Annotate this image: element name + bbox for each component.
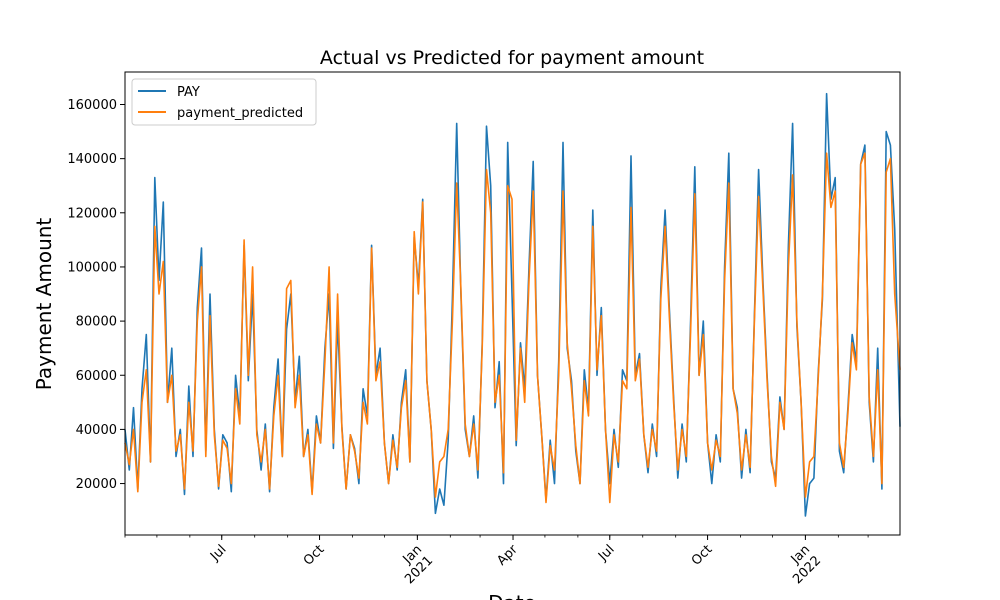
y-tick-label: 100000 xyxy=(67,260,117,275)
plot-frame xyxy=(124,71,901,536)
chart-title: Actual vs Predicted for payment amount xyxy=(320,47,704,69)
y-tick-label: 140000 xyxy=(67,152,117,167)
legend-box xyxy=(131,78,317,126)
y-tick-label: 20000 xyxy=(76,477,117,492)
y-axis-label: Payment Amount xyxy=(32,218,56,391)
y-tick-label: 60000 xyxy=(76,369,117,384)
y-tick-label: 120000 xyxy=(67,206,117,221)
x-axis-label: Date xyxy=(488,591,536,600)
y-axis: 20000 40000 60000 80000 100000 120000 140000 16… xyxy=(67,98,125,492)
y-tick-label: 80000 xyxy=(76,315,117,330)
legend-label-predicted: payment_predicted xyxy=(177,106,303,121)
legend: PAY payment_predicted xyxy=(131,78,317,126)
y-tick-label: 160000 xyxy=(67,98,117,113)
y-tick-label: 40000 xyxy=(76,423,117,438)
series-line-payment-predicted xyxy=(124,152,901,504)
series-layer xyxy=(124,92,901,517)
legend-label-pay: PAY xyxy=(177,85,200,100)
